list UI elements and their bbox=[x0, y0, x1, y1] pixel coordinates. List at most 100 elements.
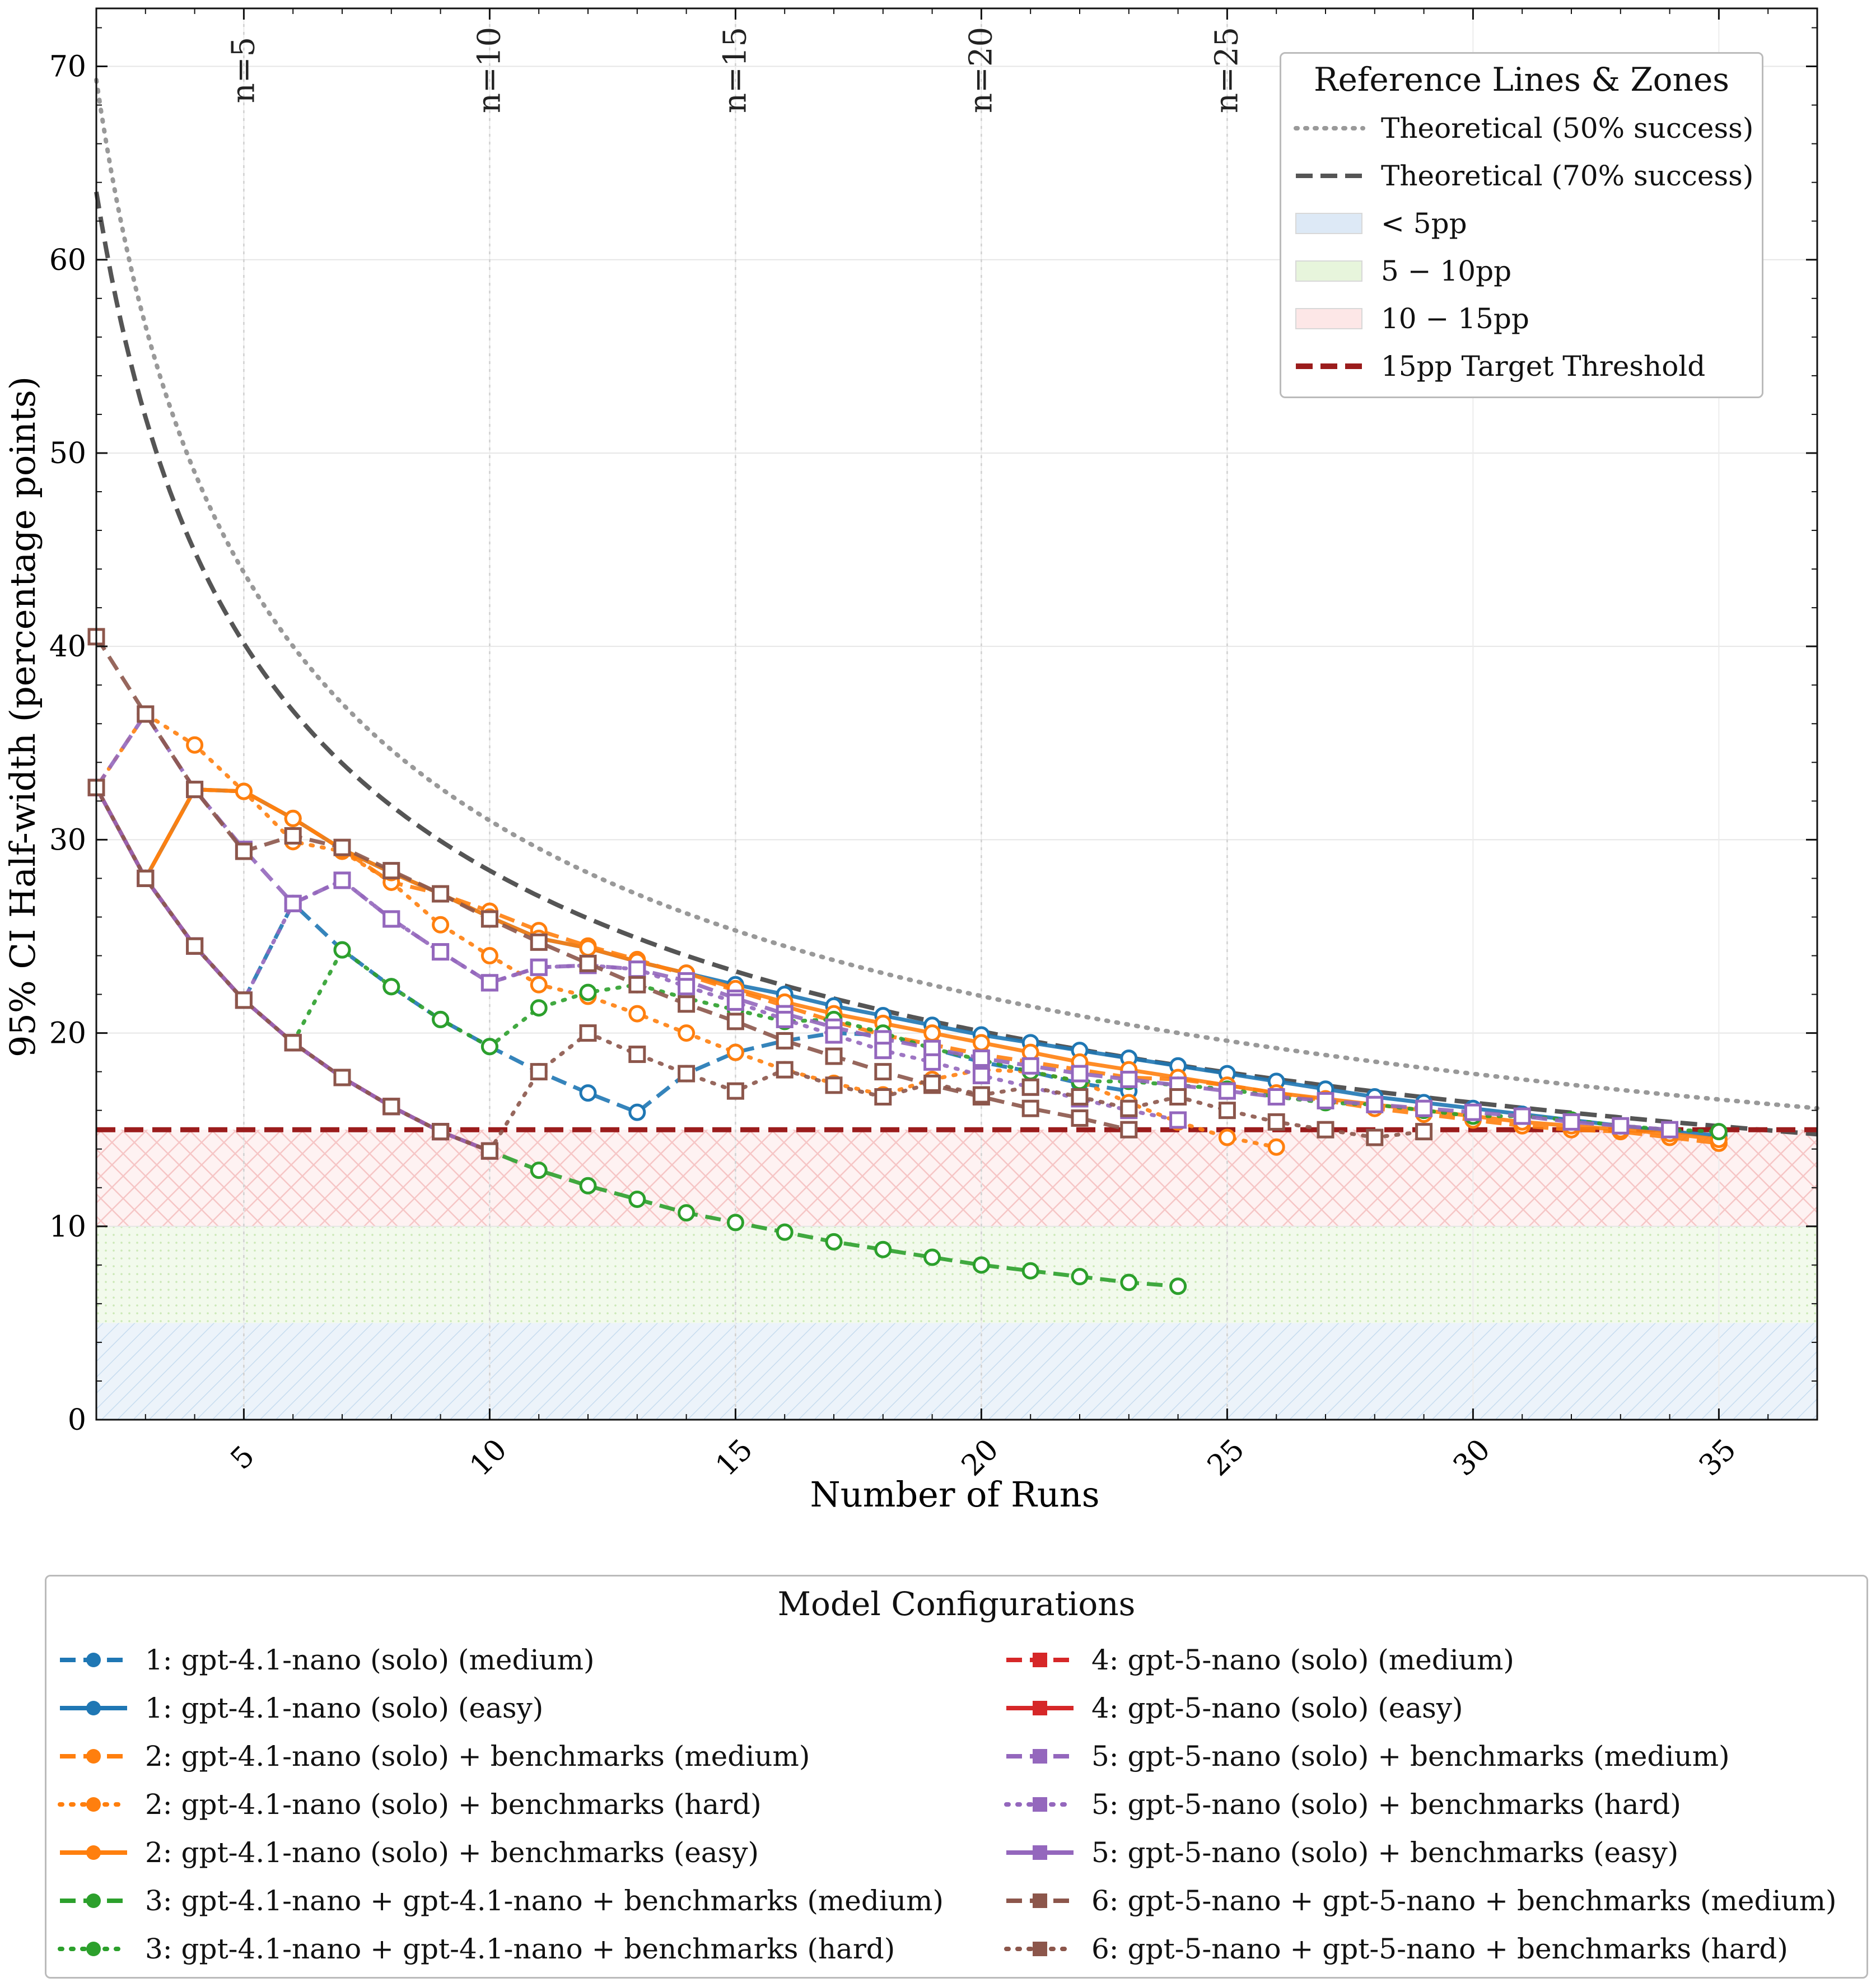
legend-swatch bbox=[60, 1845, 127, 1860]
model-legend-item: 4: gpt-5-nano (solo) (easy) bbox=[1004, 1685, 1463, 1731]
x-tick-label: 10 bbox=[464, 1433, 514, 1482]
data-point bbox=[432, 943, 450, 961]
data-point bbox=[1120, 1121, 1138, 1139]
zone-swatch bbox=[1295, 213, 1362, 234]
y-tick-label: 50 bbox=[49, 437, 86, 470]
data-point bbox=[579, 939, 597, 957]
data-point bbox=[137, 869, 155, 887]
series-line bbox=[94, 786, 1719, 1145]
data-point bbox=[1071, 1268, 1089, 1286]
data-point bbox=[678, 978, 696, 996]
data-point bbox=[972, 1034, 990, 1052]
data-point bbox=[432, 885, 450, 903]
data-point bbox=[137, 705, 155, 723]
marker-swatch bbox=[1033, 1942, 1047, 1956]
marker-swatch bbox=[1033, 1845, 1047, 1860]
data-point bbox=[579, 1177, 597, 1195]
run-marker-label: n=10 bbox=[471, 27, 507, 113]
data-point bbox=[530, 933, 548, 951]
data-point bbox=[628, 1190, 646, 1208]
legend-swatch bbox=[58, 1942, 129, 1956]
x-tick-label: 35 bbox=[1693, 1433, 1743, 1482]
zone-pattern bbox=[96, 1226, 1817, 1323]
legend-swatch bbox=[1294, 126, 1365, 130]
data-point bbox=[825, 1047, 843, 1065]
y-tick-label: 40 bbox=[49, 630, 86, 664]
legend-swatch bbox=[1295, 213, 1362, 234]
data-point bbox=[972, 1256, 990, 1274]
data-point bbox=[874, 1240, 892, 1258]
data-point bbox=[923, 1024, 941, 1042]
data-point bbox=[776, 1223, 794, 1241]
model-legend-label: 5: gpt-5-nano (solo) + benchmarks (easy) bbox=[1091, 1836, 1679, 1869]
model-legend-item: 6: gpt-5-nano + gpt-5-nano + benchmarks … bbox=[1004, 1926, 1788, 1972]
marker-swatch bbox=[1033, 1749, 1047, 1764]
reference-legend-item: Theoretical (50% success) bbox=[1294, 105, 1753, 151]
data-point bbox=[1071, 1088, 1089, 1106]
plot-frame bbox=[95, 7, 1818, 1421]
series-14 bbox=[87, 778, 1433, 1160]
marker-swatch bbox=[86, 1797, 101, 1812]
data-point bbox=[628, 1005, 646, 1023]
data-point bbox=[874, 1088, 892, 1106]
model-legend-label: 2: gpt-4.1-nano (solo) + benchmarks (har… bbox=[145, 1788, 762, 1821]
data-point bbox=[432, 1010, 450, 1028]
marker-swatch bbox=[1033, 1701, 1047, 1715]
data-point bbox=[480, 1142, 498, 1160]
data-point bbox=[186, 937, 204, 955]
y-tick-label: 10 bbox=[49, 1210, 86, 1244]
model-legend-label: 4: gpt-5-nano (solo) (easy) bbox=[1091, 1692, 1463, 1724]
data-point bbox=[1513, 1107, 1531, 1125]
reference-legend-title: Reference Lines & Zones bbox=[1313, 60, 1730, 99]
data-point bbox=[1661, 1121, 1679, 1139]
marker-swatch bbox=[86, 1845, 101, 1860]
run-marker-label: n=25 bbox=[1208, 27, 1245, 113]
data-point bbox=[1071, 1109, 1089, 1127]
data-point bbox=[1071, 1065, 1089, 1083]
model-legend-item: 4: gpt-5-nano (solo) (medium) bbox=[1004, 1637, 1514, 1683]
reference-legend-label: 10 − 15pp bbox=[1381, 302, 1529, 335]
data-point bbox=[579, 983, 597, 1001]
data-point bbox=[235, 991, 253, 1009]
data-point bbox=[1415, 1123, 1433, 1141]
marker-swatch bbox=[86, 1701, 101, 1715]
zone-swatch bbox=[1295, 260, 1362, 282]
legend-swatch bbox=[1006, 1701, 1074, 1715]
data-point bbox=[333, 941, 351, 959]
data-point bbox=[1169, 1088, 1187, 1106]
y-tick-label: 0 bbox=[68, 1403, 86, 1437]
model-legend-item: 6: gpt-5-nano + gpt-5-nano + benchmarks … bbox=[1004, 1878, 1837, 1924]
x-tick-label: 5 bbox=[224, 1439, 261, 1476]
legend-swatch bbox=[1006, 1653, 1074, 1667]
data-point bbox=[1415, 1099, 1433, 1117]
data-point bbox=[1612, 1117, 1630, 1135]
run-marker-label: n=15 bbox=[717, 27, 753, 113]
data-point bbox=[825, 1026, 843, 1044]
model-legend: Model Configurations 1: gpt-4.1-nano (so… bbox=[45, 1575, 1868, 1979]
data-point bbox=[284, 827, 302, 845]
data-point bbox=[678, 1204, 696, 1222]
model-legend-title: Model Configurations bbox=[777, 1585, 1136, 1623]
data-point bbox=[678, 1024, 696, 1042]
data-point bbox=[186, 781, 204, 799]
data-point bbox=[972, 1049, 990, 1067]
y-axis-label: 95% CI Half-width (percentage points) bbox=[2, 376, 43, 1057]
data-point bbox=[1267, 1088, 1285, 1106]
y-tick-label: 70 bbox=[49, 50, 86, 84]
marker-swatch bbox=[1033, 1653, 1047, 1667]
data-point bbox=[530, 999, 548, 1017]
data-point bbox=[628, 960, 646, 978]
reference-legend-label: 15pp Target Threshold bbox=[1381, 350, 1706, 383]
model-legend-label: 6: gpt-5-nano + gpt-5-nano + benchmarks … bbox=[1091, 1933, 1788, 1965]
data-point bbox=[923, 1053, 941, 1071]
data-point bbox=[382, 862, 400, 880]
data-point bbox=[628, 976, 646, 994]
legend-swatch bbox=[1006, 1845, 1074, 1860]
model-legend-item: 2: gpt-4.1-nano (solo) + benchmarks (eas… bbox=[58, 1830, 759, 1876]
legend-swatch bbox=[1004, 1797, 1076, 1812]
data-point bbox=[1710, 1123, 1728, 1141]
data-point bbox=[923, 1248, 941, 1266]
legend-swatch bbox=[60, 1701, 127, 1715]
marker-swatch bbox=[86, 1893, 101, 1908]
data-point bbox=[923, 1074, 941, 1092]
